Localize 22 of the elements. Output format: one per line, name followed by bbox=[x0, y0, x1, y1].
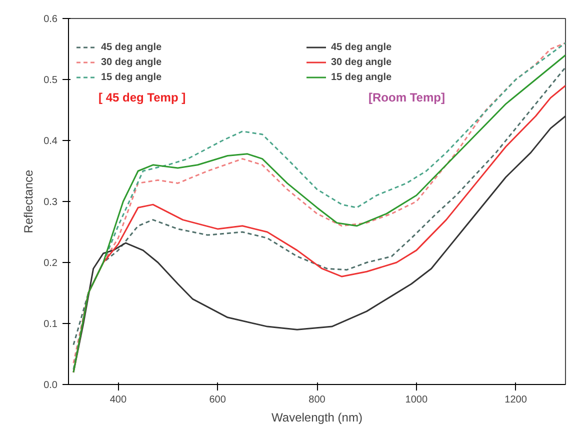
x-tick-label: 400 bbox=[110, 394, 127, 406]
y-tick-label: 0.0 bbox=[44, 380, 58, 391]
x-axis-title: Wavelength (nm) bbox=[272, 410, 362, 424]
legend-label: 15 deg angle bbox=[101, 70, 162, 84]
legend-label: 30 deg angle bbox=[101, 56, 162, 69]
y-tick-label: 0.2 bbox=[44, 258, 58, 269]
x-tick-label: 1000 bbox=[405, 394, 428, 406]
y-tick-label: 0.5 bbox=[44, 75, 58, 86]
x-tick-label: 1200 bbox=[504, 394, 528, 406]
legend-label: 45 deg angle bbox=[331, 40, 392, 54]
y-tick-label: 0.4 bbox=[44, 136, 58, 147]
y-axis-title: Reflectance bbox=[22, 169, 36, 234]
legend-label: 45 deg angle bbox=[101, 40, 162, 54]
annotation: [ 45 deg Temp ] bbox=[98, 90, 186, 104]
y-tick-label: 0.3 bbox=[44, 197, 58, 208]
x-tick-label: 600 bbox=[209, 394, 226, 406]
y-tick-label: 0.1 bbox=[44, 319, 58, 330]
y-tick-label: 0.6 bbox=[44, 14, 58, 25]
annotation: [Room Temp] bbox=[368, 90, 445, 104]
x-tick-label: 800 bbox=[308, 394, 326, 406]
legend-label: 30 deg angle bbox=[331, 56, 392, 69]
legend-label: 15 deg angle bbox=[331, 70, 392, 84]
